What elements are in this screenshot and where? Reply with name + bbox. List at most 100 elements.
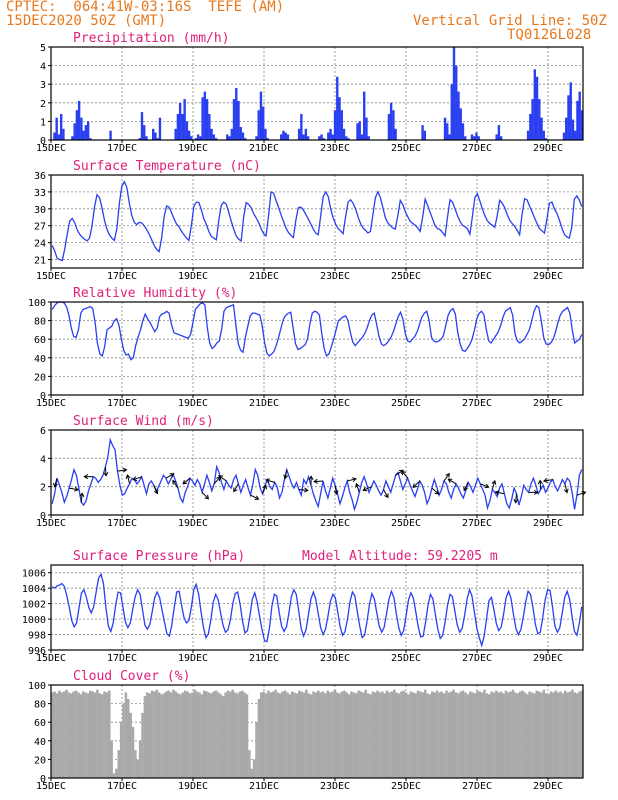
precip-bar	[138, 138, 141, 140]
cloud-bar	[504, 690, 508, 778]
precip-bar	[73, 123, 76, 140]
panel-frame	[50, 564, 584, 651]
wind-arrow	[182, 477, 191, 485]
cloud-bar	[124, 692, 128, 778]
cloud-bar	[381, 691, 384, 778]
cloud-bar	[117, 750, 121, 778]
cloud-bar	[476, 690, 479, 778]
cloud-bar	[328, 692, 332, 778]
cloud-bar	[257, 698, 261, 778]
cloud-bar	[219, 694, 223, 778]
wind-arrowhead	[74, 486, 79, 492]
wind-arrow	[576, 491, 586, 496]
cloud-bar	[471, 692, 474, 778]
wind-arrowhead	[204, 494, 210, 500]
wind-arrow	[201, 491, 209, 500]
cloud-bar	[580, 690, 584, 778]
wind-arrow	[69, 487, 79, 491]
wind-arrowhead	[153, 489, 159, 495]
cloud-bar	[60, 692, 64, 778]
precip-bar	[143, 125, 146, 140]
cloud-bar	[573, 692, 577, 778]
cloud-bar	[72, 691, 75, 778]
cloud-bar	[464, 692, 467, 778]
cloud-bar	[459, 691, 463, 778]
panel-title: Surface Wind (m/s)	[73, 414, 214, 429]
y-tick-label: 20	[34, 755, 46, 766]
cloud-bar	[283, 690, 287, 778]
cloud-bar	[207, 692, 211, 778]
y-tick-label: 0	[40, 511, 46, 522]
series-line	[51, 437, 583, 512]
wind-arrowhead	[351, 477, 357, 483]
y-tick-label: 20	[34, 372, 46, 383]
precip-bar	[196, 134, 200, 140]
cloud-bar	[564, 690, 567, 778]
station-line: CPTEC: 064:41W-03:16S TEFE (AM)	[6, 0, 285, 15]
cloud-bar	[293, 692, 296, 778]
precip-bar	[232, 99, 236, 140]
cloud-bar	[108, 690, 111, 778]
wind-arrow	[539, 480, 542, 490]
x-tick-label: 29DEC	[533, 271, 563, 282]
x-tick-label: 23DEC	[320, 271, 350, 282]
cloud-bar	[188, 693, 192, 778]
cloud-bar	[409, 691, 413, 778]
cloud-bar	[556, 692, 560, 778]
cloud-bar	[428, 694, 432, 778]
cloud-bar	[499, 691, 503, 778]
cloud-bar	[540, 692, 543, 778]
cloud-bar	[165, 691, 168, 778]
y-tick-label: 996	[28, 646, 46, 657]
cloud-bar	[281, 691, 284, 778]
precip-bar	[190, 136, 193, 140]
precip-bar	[109, 130, 112, 140]
precip-bar	[567, 95, 570, 140]
precip-bar	[257, 110, 260, 140]
cloud-bar	[514, 692, 517, 778]
y-tick-label: 40	[34, 737, 46, 748]
precip-bar	[464, 136, 467, 140]
cloud-bar	[547, 694, 550, 778]
cloud-bar	[150, 690, 154, 778]
wind-arrow	[153, 485, 158, 494]
precip-bar	[365, 117, 368, 140]
precip-bar	[387, 113, 391, 140]
cloud-bar	[542, 689, 546, 778]
cloud-bar	[233, 692, 237, 778]
x-tick-label: 15DEC	[36, 271, 66, 282]
wind-arrow	[412, 480, 421, 488]
wind-arrow	[564, 483, 568, 493]
precip-bar	[57, 134, 61, 140]
cloud-bar	[105, 692, 109, 778]
x-tick-label: 25DEC	[391, 653, 421, 664]
cloud-bar	[445, 690, 448, 778]
wind-arrowhead	[401, 470, 406, 476]
cloud-bar	[383, 693, 387, 778]
cloud-bar	[366, 693, 370, 778]
x-tick-label: 17DEC	[107, 398, 137, 409]
panel-frame	[50, 46, 584, 141]
wind-arrowhead	[233, 487, 238, 493]
precip-bar	[71, 136, 74, 140]
cloud-bar	[245, 694, 249, 778]
cloud-bar	[176, 693, 180, 778]
x-tick-label: 29DEC	[533, 143, 563, 154]
wind-arrow	[443, 473, 450, 482]
precip-bar	[203, 91, 207, 140]
y-tick-label: 30	[34, 205, 46, 216]
wind-arrowhead	[103, 471, 109, 477]
x-tick-label: 17DEC	[107, 781, 137, 792]
y-tick-label: 998	[28, 631, 46, 642]
cloud-bar	[138, 740, 142, 778]
precip-bar	[77, 100, 81, 140]
precip-bar	[210, 128, 213, 140]
cloud-bar	[407, 694, 410, 778]
wind-arrowhead	[513, 498, 519, 504]
wind-arrowhead	[169, 473, 175, 478]
y-tick-label: 33	[34, 188, 46, 199]
wind-arrowhead	[125, 474, 131, 480]
precip-bar	[358, 121, 361, 140]
y-tick-label: 6	[40, 426, 46, 437]
wind-arrowhead	[333, 490, 339, 496]
